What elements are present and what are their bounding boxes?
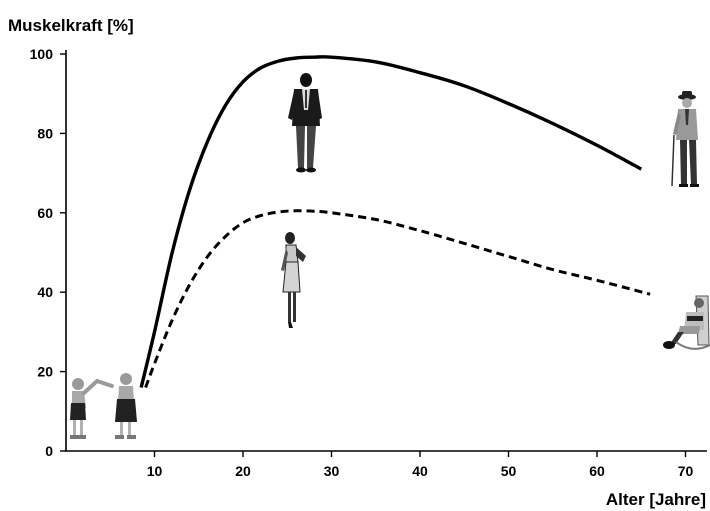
elderly-man-with-cane-icon	[671, 91, 699, 187]
y-tick-label: 80	[37, 125, 53, 141]
x-ticks: 10 20 30 40 50 60 70	[147, 451, 694, 479]
y-tick-label: 0	[45, 443, 53, 459]
x-axis-title: Alter [Jahre]	[606, 490, 706, 509]
y-tick-label: 20	[37, 364, 53, 380]
x-tick-label: 20	[235, 463, 251, 479]
y-tick-label: 40	[37, 284, 53, 300]
series-line-dashed	[144, 209, 651, 389]
children-holding-hands-icon	[70, 373, 137, 439]
y-ticks: 0 20 40 60 80 100	[30, 46, 66, 459]
y-axis-title: Muskelkraft [%]	[8, 16, 134, 35]
elderly-woman-in-rocking-chair-icon	[663, 295, 710, 350]
series-layer	[139, 55, 651, 389]
y-tick-label: 100	[30, 46, 54, 62]
y-tick-label: 60	[37, 205, 53, 221]
x-tick-label: 40	[412, 463, 428, 479]
series-line-solid	[139, 55, 643, 388]
x-tick-label: 50	[501, 463, 517, 479]
woman-in-dress-icon	[281, 232, 306, 328]
man-in-suit-icon	[288, 73, 322, 173]
x-tick-label: 30	[324, 463, 340, 479]
x-tick-label: 60	[589, 463, 605, 479]
x-tick-label: 70	[678, 463, 694, 479]
x-tick-label: 10	[147, 463, 163, 479]
